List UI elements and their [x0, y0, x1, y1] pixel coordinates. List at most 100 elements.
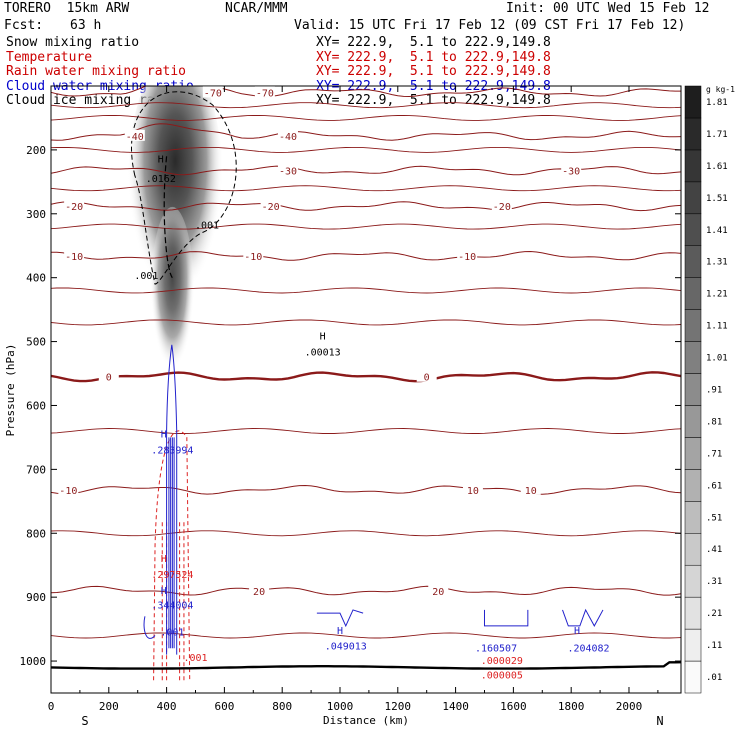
extremum-label: .160507	[475, 643, 517, 654]
isotherm-line	[51, 530, 681, 537]
isotherm--70	[51, 86, 681, 98]
colorbar-swatch	[684, 533, 702, 566]
y-tick-label: 700	[26, 463, 46, 476]
extremum-label: H	[337, 626, 343, 637]
isotherm-label: 20	[253, 587, 265, 598]
isotherm-10	[51, 484, 681, 495]
y-tick-label: 300	[26, 208, 46, 221]
isotherm-line	[51, 185, 681, 192]
isotherm-0	[51, 371, 681, 383]
extremum-label: .000029	[481, 656, 523, 667]
extremum-label: .283994	[151, 445, 193, 456]
extremum-label: H	[574, 626, 580, 637]
isotherm-label-bg	[561, 164, 582, 176]
x-tick-label: 1400	[442, 700, 469, 713]
axes: 0 200 400 600 800 1000 1200 1400 1600 1800 2000200…	[4, 85, 682, 728]
cloud-water-contour	[562, 608, 604, 627]
isotherm-label: -70	[256, 88, 274, 99]
colorbar-label: .11	[706, 641, 722, 651]
colorbar-unit: g kg-1	[706, 85, 735, 94]
isotherm-label-bg	[64, 249, 85, 261]
isotherm-label-bg	[243, 249, 264, 261]
isotherm-label: -20	[262, 202, 280, 213]
colorbar-label: .41	[706, 545, 722, 555]
colorbar: .01 .11 .21 .31 .41 .51 .61 .71 .81 .91 1.01 1.11 1.…	[684, 85, 735, 694]
isotherm-label-bg	[277, 129, 298, 141]
cloud-water-contour	[143, 616, 156, 639]
colorbar-swatch	[684, 373, 702, 406]
colorbar-label: 1.41	[706, 226, 728, 236]
isotherm-label: 10	[525, 486, 537, 497]
isotherm-line	[51, 319, 681, 326]
isotherm-label: -10	[458, 252, 476, 263]
colorbar-label: 1.81	[706, 98, 728, 108]
isotherm-label: -20	[493, 202, 511, 213]
colorbar-label: 1.71	[706, 130, 728, 140]
snow-shading-lower	[150, 206, 195, 387]
rain-contour	[153, 430, 191, 681]
isotherm-label-bg	[462, 483, 483, 495]
extremum-label: H	[161, 586, 167, 597]
isotherm-line	[51, 114, 681, 121]
colorbar-label: 1.11	[706, 322, 728, 332]
x-tick-label: 400	[157, 700, 177, 713]
isotherm-label-bg	[520, 483, 541, 495]
x-tick-label: 1600	[500, 700, 527, 713]
plot-frame	[50, 85, 682, 694]
extremum-label: .344004	[151, 601, 193, 612]
isotherm-20	[51, 585, 681, 596]
colorbar-label: .71	[706, 449, 722, 459]
colorbar-label: 1.31	[706, 258, 728, 268]
x-tick-label: 2000	[616, 700, 643, 713]
colorbar-swatch	[684, 213, 702, 246]
colorbar-label: .31	[706, 577, 722, 587]
isotherm-label-bg	[428, 584, 449, 596]
colorbar-swatch	[684, 564, 702, 598]
isotherm-line	[51, 287, 681, 294]
end-label-north: N	[656, 714, 663, 728]
isotherm-label: 10	[467, 486, 479, 497]
extremum-label: .297524	[151, 570, 193, 581]
isotherm-label-bg	[202, 86, 223, 98]
isotherm-line	[51, 632, 681, 639]
isotherm-label: -70	[204, 88, 222, 99]
isotherm-label: -30	[562, 166, 580, 177]
center-title: NCAR/MMM	[225, 1, 288, 16]
extremum-label: .001	[195, 220, 219, 231]
colorbar-swatch	[684, 245, 702, 278]
colorbar-swatch	[684, 277, 702, 310]
fcst-label: Fcst:	[4, 18, 44, 33]
cloud-ice-contour-inner	[163, 156, 173, 279]
colorbar-label: .01	[706, 673, 722, 683]
x-tick-label: 200	[99, 700, 119, 713]
x-tick-label: 600	[214, 700, 234, 713]
extremum-label: .0162	[146, 174, 176, 185]
y-tick-label: 900	[26, 591, 46, 604]
end-label-south: S	[81, 714, 88, 728]
isotherm-label: -40	[279, 132, 297, 143]
cloud-water-contour	[483, 609, 529, 627]
y-tick-label: 1000	[20, 655, 47, 668]
extremum-label: .000005	[481, 670, 523, 681]
isotherm--20	[51, 201, 681, 212]
isotherm-line	[51, 146, 681, 153]
extremum-label: H	[320, 332, 326, 343]
isotherm-label-bg	[249, 584, 270, 596]
isotherm-label: 20	[432, 587, 444, 598]
colorbar-swatch	[684, 501, 702, 534]
colorbar-swatch	[684, 341, 702, 374]
legend-xy: XY= 222.9, 5.1 to 222.9,149.8	[316, 49, 551, 65]
isotherm-label: -30	[279, 166, 297, 177]
isotherm-line	[51, 428, 681, 434]
isotherm-label: -10	[65, 252, 83, 263]
cloud-water-contour	[166, 344, 178, 655]
x-axis-label: Distance (km)	[323, 714, 409, 727]
terrain-line	[51, 661, 681, 670]
legend-xy: XY= 222.9, 5.1 to 222.9,149.8	[316, 64, 551, 79]
y-tick-label: 800	[26, 527, 46, 540]
colorbar-swatch	[684, 309, 702, 342]
isotherm-label: -40	[126, 132, 144, 143]
colorbar-swatch	[684, 405, 702, 438]
isotherm-label: 0	[106, 373, 112, 384]
